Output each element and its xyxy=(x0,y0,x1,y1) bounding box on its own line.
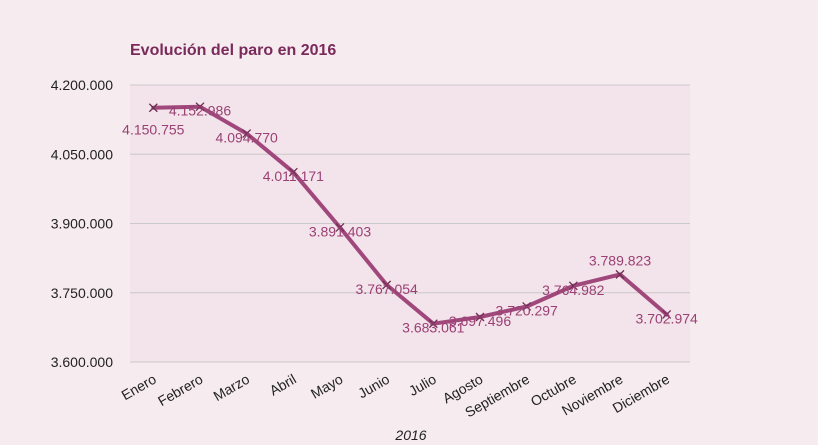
data-point-marker xyxy=(335,223,345,232)
data-label: 3.767.054 xyxy=(356,281,418,297)
x-tick-label: Junio xyxy=(355,371,392,402)
y-tick-label: 4.200.000 xyxy=(51,77,113,93)
data-label: 4.152.986 xyxy=(169,103,231,119)
data-point-marker xyxy=(382,280,392,290)
chart-title: Evolución del paro en 2016 xyxy=(130,42,337,59)
y-tick-label: 4.050.000 xyxy=(51,146,113,162)
x-tick-label: Abril xyxy=(267,371,299,399)
series-markers xyxy=(148,102,672,329)
data-point-marker xyxy=(475,312,485,322)
data-point-marker xyxy=(195,102,205,112)
y-axis-ticks: 4.200.000 4.050.000 3.900.000 3.750.000 3.60… xyxy=(51,77,113,370)
data-point-marker xyxy=(428,319,438,329)
data-point-marker xyxy=(568,281,578,291)
y-tick-label: 3.600.000 xyxy=(51,354,113,370)
x-tick-label: Enero xyxy=(118,371,159,404)
data-label: 4.011.171 xyxy=(263,168,324,184)
data-label: 4.150.755 xyxy=(122,122,184,138)
data-label: 4.094.770 xyxy=(216,130,278,146)
data-label: 3.683.061 xyxy=(402,320,464,336)
data-label: 3.789.823 xyxy=(589,252,651,268)
grid-lines xyxy=(130,84,690,363)
x-tick-label: Febrero xyxy=(155,371,206,409)
x-tick-label: Mayo xyxy=(308,371,346,402)
y-tick-label: 3.900.000 xyxy=(51,216,113,232)
data-label: 3.702.974 xyxy=(636,310,698,326)
data-label: 3.764.982 xyxy=(542,282,604,298)
x-tick-label: Marzo xyxy=(210,371,252,404)
data-point-marker xyxy=(522,302,532,311)
data-point-marker xyxy=(148,103,158,113)
data-point-marker xyxy=(662,310,672,319)
data-label: 3.720.297 xyxy=(496,302,558,318)
data-point-marker xyxy=(242,129,252,139)
data-label: 3.697.496 xyxy=(449,313,511,329)
data-point-marker xyxy=(288,167,298,177)
x-axis-title: 2016 xyxy=(394,427,426,443)
series-line xyxy=(151,104,669,326)
y-tick-label: 3.750.000 xyxy=(51,285,113,301)
data-point-marker xyxy=(615,269,625,279)
data-labels: 4.150.755 4.152.986 4.094.770 4.011.171 3.89… xyxy=(122,103,698,336)
x-tick-label: Julio xyxy=(406,371,439,399)
data-label: 3.891.403 xyxy=(309,223,371,239)
